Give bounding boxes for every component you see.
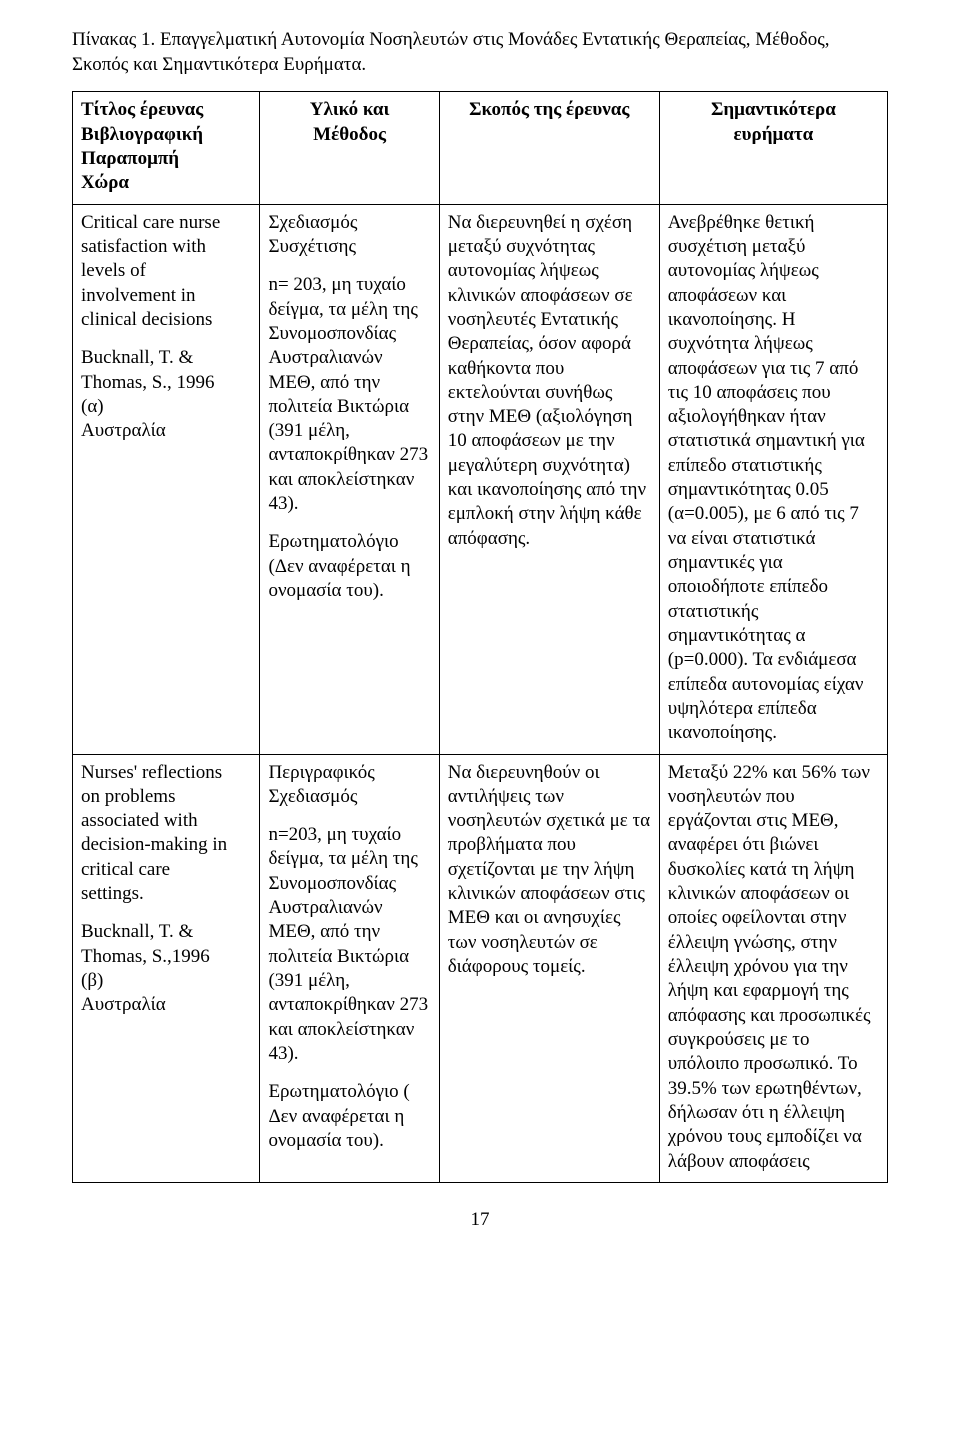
text-line: Thomas, S.,1996 bbox=[81, 945, 251, 969]
study-title: Nurses' reflections on problems associat… bbox=[81, 761, 251, 907]
text-line: associated with bbox=[81, 809, 251, 833]
cell-scope: Να διερευνηθούν οι αντιλήψεις των νοσηλε… bbox=[439, 754, 659, 1182]
header-text: Χώρα bbox=[81, 171, 251, 195]
study-ref: Bucknall, T. & Thomas, S.,1996 (β) Αυστρ… bbox=[81, 920, 251, 1017]
cell-scope: Να διερευνηθεί η σχέση μεταξύ συχνότητας… bbox=[439, 204, 659, 754]
text-line: Critical care nurse bbox=[81, 211, 251, 235]
text-line: Σχεδιασμός bbox=[268, 785, 430, 809]
cell-title: Nurses' reflections on problems associat… bbox=[73, 754, 260, 1182]
table-row: Critical care nurse satisfaction with le… bbox=[73, 204, 888, 754]
text-line: (α) bbox=[81, 395, 251, 419]
header-scope: Σκοπός της έρευνας bbox=[439, 92, 659, 204]
header-text: Σκοπός της έρευνας bbox=[469, 99, 629, 120]
header-text: Βιβλιογραφική bbox=[81, 123, 251, 147]
text-line: on problems bbox=[81, 785, 251, 809]
data-table: Τίτλος έρευνας Βιβλιογραφική Παραπομπή Χ… bbox=[72, 91, 888, 1182]
text-line: Thomas, S., 1996 bbox=[81, 371, 251, 395]
header-text: Μέθοδος bbox=[268, 123, 430, 147]
text-line: levels of bbox=[81, 259, 251, 283]
tool-block: Ερωτηματολόγιο ( Δεν αναφέρεται η ονομασ… bbox=[268, 1080, 430, 1153]
text-line: Bucknall, T. & bbox=[81, 346, 251, 370]
header-findings: Σημαντικότερα ευρήματα bbox=[659, 92, 887, 204]
sample-block: n= 203, μη τυχαίο δείγμα, τα μέλη της Συ… bbox=[268, 273, 430, 516]
table-caption: Πίνακας 1. Επαγγελματική Αυτονομία Νοσηλ… bbox=[72, 28, 888, 77]
text-line: Συσχέτισης bbox=[268, 235, 430, 259]
study-title: Critical care nurse satisfaction with le… bbox=[81, 211, 251, 333]
design-block: Περιγραφικός Σχεδιασμός bbox=[268, 761, 430, 810]
table-header-row: Τίτλος έρευνας Βιβλιογραφική Παραπομπή Χ… bbox=[73, 92, 888, 204]
table-row: Nurses' reflections on problems associat… bbox=[73, 754, 888, 1182]
text-line: satisfaction with bbox=[81, 235, 251, 259]
text-line: Αυστραλία bbox=[81, 993, 251, 1017]
header-text: Σημαντικότερα bbox=[668, 98, 879, 122]
sample-block: n=203, μη τυχαίο δείγμα, τα μέλη της Συν… bbox=[268, 823, 430, 1066]
tool-block: Ερωτηματολόγιο (Δεν αναφέρεται η ονομασί… bbox=[268, 530, 430, 603]
text-line: clinical decisions bbox=[81, 308, 251, 332]
text-line: Περιγραφικός bbox=[268, 761, 430, 785]
text-line: Σχεδιασμός bbox=[268, 211, 430, 235]
text-line: Bucknall, T. & bbox=[81, 920, 251, 944]
page: Πίνακας 1. Επαγγελματική Αυτονομία Νοσηλ… bbox=[0, 0, 960, 1251]
header-method: Υλικό και Μέθοδος bbox=[260, 92, 439, 204]
text-line: Αυστραλία bbox=[81, 419, 251, 443]
page-number: 17 bbox=[72, 1209, 888, 1231]
header-title: Τίτλος έρευνας Βιβλιογραφική Παραπομπή Χ… bbox=[73, 92, 260, 204]
study-ref: Bucknall, T. & Thomas, S., 1996 (α) Αυστ… bbox=[81, 346, 251, 443]
cell-method: Σχεδιασμός Συσχέτισης n= 203, μη τυχαίο … bbox=[260, 204, 439, 754]
text-line: decision-making in bbox=[81, 833, 251, 857]
cell-findings: Μεταξύ 22% και 56% των νοσηλευτών που ερ… bbox=[659, 754, 887, 1182]
text-line: (β) bbox=[81, 969, 251, 993]
cell-title: Critical care nurse satisfaction with le… bbox=[73, 204, 260, 754]
header-text: ευρήματα bbox=[668, 123, 879, 147]
text-line: involvement in bbox=[81, 284, 251, 308]
header-text: Παραπομπή bbox=[81, 147, 251, 171]
header-text: Τίτλος έρευνας bbox=[81, 98, 251, 122]
header-text: Υλικό και bbox=[268, 98, 430, 122]
cell-method: Περιγραφικός Σχεδιασμός n=203, μη τυχαίο… bbox=[260, 754, 439, 1182]
text-line: critical care bbox=[81, 858, 251, 882]
text-line: settings. bbox=[81, 882, 251, 906]
cell-findings: Ανεβρέθηκε θετική συσχέτιση μεταξύ αυτον… bbox=[659, 204, 887, 754]
text-line: Nurses' reflections bbox=[81, 761, 251, 785]
design-block: Σχεδιασμός Συσχέτισης bbox=[268, 211, 430, 260]
